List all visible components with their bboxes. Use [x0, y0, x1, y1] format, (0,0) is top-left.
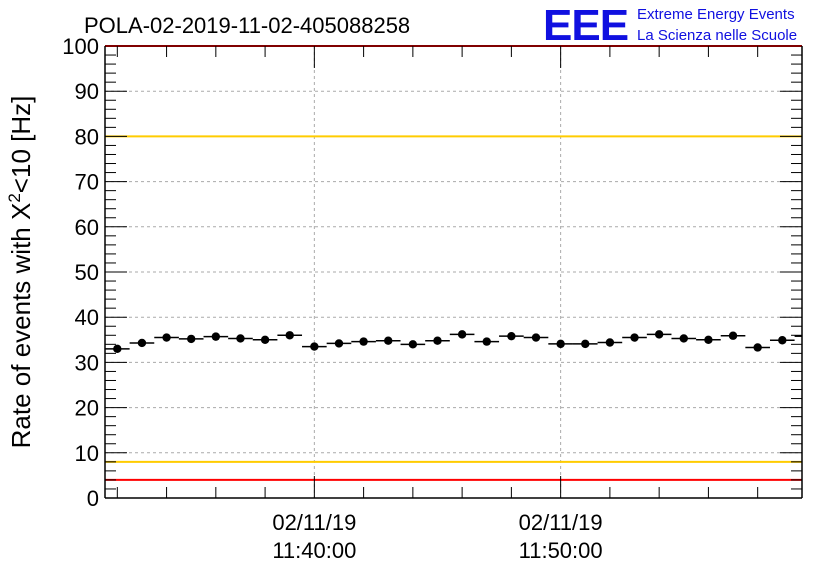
data-point: [162, 333, 171, 342]
x-tick-label-date: 02/11/19: [272, 510, 356, 535]
y-tick-label: 80: [75, 124, 99, 149]
data-point: [137, 338, 147, 348]
eee-logo: EEE Extreme Energy Events La Scienza nel…: [543, 1, 797, 50]
x-tick-label-date: 02/11/19: [519, 510, 603, 535]
eee-logo-line2: La Scienza nelle Scuole: [637, 27, 797, 44]
grid-lines: [105, 46, 802, 498]
data-point: [334, 339, 344, 348]
data-point: [211, 332, 221, 341]
y-tick-label: 70: [75, 170, 99, 195]
data-point: [285, 331, 294, 340]
y-tick-label: 40: [75, 305, 99, 330]
data-point: [679, 334, 688, 343]
y-axis-label-base: Rate of events with X: [6, 203, 36, 449]
y-axis-label: Rate of events with X2<10 [Hz]: [5, 96, 36, 449]
chart-title: POLA-02-2019-11-02-405088258: [84, 13, 410, 38]
x-tick-label-time: 11:50:00: [519, 538, 603, 563]
y-tick-label: 60: [75, 215, 99, 240]
data-point: [113, 344, 122, 354]
tick-labels: 0 10 20 30 40 50 60 70 80 90 100 02/11/19 11:40:00 02…: [62, 34, 602, 563]
data-point: [507, 331, 516, 341]
data-point: [531, 333, 541, 342]
data-point: [556, 339, 565, 349]
eee-logo-mark: EEE: [543, 1, 628, 50]
y-axis-label-sup: 2: [5, 193, 24, 202]
reference-lines: [105, 45, 802, 481]
data-point: [359, 337, 368, 346]
data-point: [408, 340, 418, 349]
axes: [104, 45, 803, 499]
data-point: [654, 330, 664, 339]
y-tick-label: 10: [75, 441, 99, 466]
y-tick-label: 100: [62, 34, 99, 59]
data-point: [482, 337, 491, 346]
y-tick-label: 20: [75, 396, 99, 421]
data-point: [187, 334, 196, 344]
data-point: [384, 336, 393, 345]
data-point: [605, 338, 615, 347]
data-point: [778, 336, 787, 345]
y-tick-label: 50: [75, 260, 99, 285]
data-point: [581, 339, 590, 349]
data-point: [457, 330, 467, 339]
data-point: [704, 335, 713, 344]
eee-logo-line1: Extreme Energy Events: [637, 6, 795, 23]
data-points: [105, 330, 802, 354]
y-axis-label-rest: <10 [Hz]: [6, 96, 36, 194]
y-tick-label: 90: [75, 79, 99, 104]
data-point: [753, 343, 762, 352]
data-point: [236, 334, 245, 343]
data-point: [728, 331, 738, 340]
data-point: [260, 335, 270, 344]
x-tick-label-time: 11:40:00: [272, 538, 356, 563]
data-point: [433, 336, 442, 345]
y-tick-label: 0: [87, 486, 99, 511]
data-point: [630, 333, 639, 342]
y-tick-label: 30: [75, 350, 99, 375]
data-point: [310, 342, 319, 351]
axis-ticks: [105, 45, 802, 499]
